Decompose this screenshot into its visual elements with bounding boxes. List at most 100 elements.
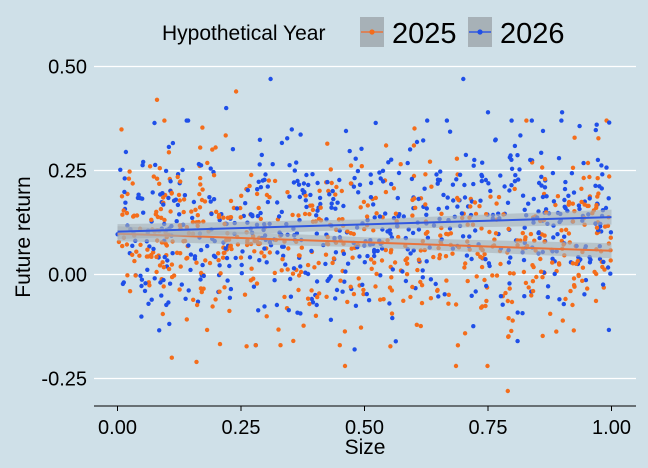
point-2026	[323, 261, 328, 267]
point-2025	[450, 251, 455, 256]
point-2025	[493, 231, 499, 236]
point-2025	[383, 247, 388, 253]
point-2026	[498, 294, 504, 299]
point-2025	[506, 334, 511, 339]
point-2026	[606, 196, 611, 201]
point-2025	[510, 318, 515, 323]
point-2026	[327, 192, 332, 197]
point-2026	[298, 311, 303, 316]
point-2025	[174, 250, 180, 255]
point-2026	[502, 184, 507, 189]
point-2026	[302, 189, 307, 195]
point-2026	[587, 196, 592, 201]
point-2025	[374, 271, 379, 277]
point-2025	[555, 194, 561, 199]
point-2025	[566, 231, 572, 236]
point-2025	[524, 118, 529, 123]
point-2026	[161, 202, 166, 207]
x-tick-label: 0.50	[345, 417, 384, 439]
point-2026	[605, 265, 611, 270]
point-2025	[334, 184, 339, 190]
point-2025	[175, 174, 180, 180]
point-2025	[454, 156, 460, 161]
point-2025	[249, 172, 254, 178]
point-2025	[411, 143, 417, 148]
point-2026	[444, 205, 450, 210]
point-2026	[462, 195, 468, 200]
point-2025	[595, 176, 600, 181]
point-2025	[282, 294, 287, 300]
point-2025	[296, 287, 301, 293]
point-2026	[239, 262, 244, 268]
point-2025	[329, 180, 334, 186]
legend-key-2026-dot	[477, 29, 483, 35]
point-2025	[162, 217, 167, 223]
point-2026	[120, 281, 126, 287]
point-2026	[334, 287, 340, 293]
point-2025	[538, 269, 544, 274]
point-2026	[388, 231, 393, 236]
point-2026	[297, 194, 303, 200]
point-2025	[144, 254, 150, 259]
point-2025	[548, 311, 553, 316]
point-2025	[248, 278, 254, 283]
point-2026	[335, 200, 340, 205]
legend-title: Hypothetical Year	[162, 22, 325, 45]
point-2026	[540, 194, 546, 200]
point-2026	[455, 204, 460, 209]
point-2026	[258, 210, 263, 216]
point-2026	[559, 110, 565, 115]
point-2026	[445, 195, 450, 200]
point-2025	[507, 286, 512, 291]
point-2025	[339, 188, 344, 194]
point-2025	[278, 343, 283, 348]
point-2025	[594, 271, 599, 277]
point-2025	[307, 212, 312, 217]
point-2026	[400, 269, 405, 274]
point-2025	[528, 231, 534, 237]
point-2025	[221, 215, 226, 220]
point-2026	[540, 128, 546, 134]
point-2026	[351, 184, 357, 189]
point-2025	[120, 212, 125, 217]
point-2026	[467, 234, 472, 239]
point-2026	[240, 249, 245, 254]
point-2026	[152, 120, 157, 126]
point-2026	[522, 225, 527, 230]
point-2025	[166, 266, 172, 272]
point-2026	[359, 146, 364, 151]
point-2026	[457, 172, 463, 177]
trend-line-2026	[117, 216, 612, 233]
point-2025	[593, 298, 599, 304]
point-2026	[390, 315, 395, 321]
point-2025	[149, 217, 154, 222]
point-2026	[230, 147, 236, 152]
point-2026	[262, 177, 267, 182]
point-2025	[276, 327, 281, 332]
point-2025	[444, 278, 449, 283]
point-2025	[419, 300, 425, 306]
point-2025	[378, 297, 383, 302]
point-2026	[262, 304, 267, 309]
point-2026	[315, 208, 320, 213]
point-2025	[216, 258, 221, 263]
point-2026	[314, 213, 319, 218]
point-2025	[153, 212, 158, 217]
point-2025	[412, 126, 417, 131]
point-2026	[130, 243, 135, 248]
point-2026	[407, 147, 413, 152]
point-2025	[303, 193, 308, 198]
point-2026	[223, 246, 228, 251]
point-2026	[593, 183, 598, 188]
point-2026	[177, 212, 182, 217]
point-2025	[247, 183, 252, 189]
point-2026	[360, 282, 365, 287]
point-2025	[169, 191, 174, 196]
legend-label-2026: 2026	[500, 18, 565, 50]
point-2026	[208, 166, 213, 171]
point-2026	[372, 247, 377, 253]
point-2026	[507, 188, 512, 193]
point-2026	[280, 244, 285, 249]
point-2025	[158, 206, 164, 212]
